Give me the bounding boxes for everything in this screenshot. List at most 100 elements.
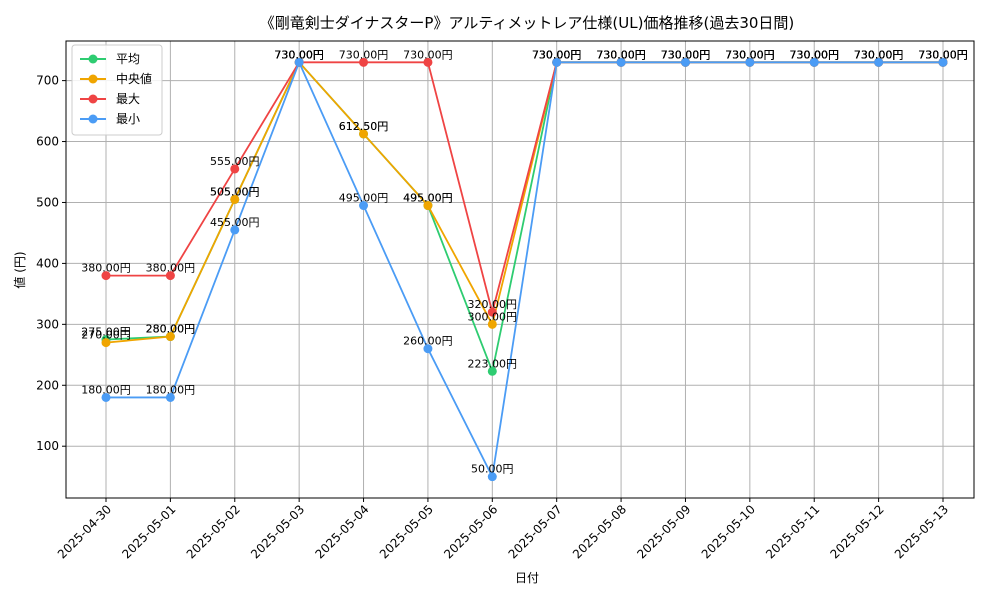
series-point: [487, 319, 497, 329]
data-label: 730.00円: [274, 48, 324, 61]
series-point: [552, 57, 562, 67]
data-label: 730.00円: [789, 48, 839, 61]
series-point: [230, 194, 240, 204]
data-label: 223.00円: [468, 357, 518, 370]
series-point: [487, 307, 497, 317]
data-label: 495.00円: [403, 192, 453, 205]
data-label: 730.00円: [918, 48, 968, 61]
data-label: 730.00円: [596, 48, 646, 61]
x-axis-label: 日付: [515, 571, 539, 585]
data-label: 275.00円: [81, 326, 131, 339]
data-label: 730.00円: [532, 48, 582, 61]
legend-box: [71, 44, 163, 136]
data-label: 730.00円: [274, 48, 324, 61]
data-label: 730.00円: [596, 48, 646, 61]
data-label: 730.00円: [725, 48, 775, 61]
series-point: [680, 57, 690, 67]
data-label: 495.00円: [403, 192, 453, 205]
legend-entry: 最大: [116, 92, 140, 106]
y-tick-label: 400: [36, 256, 59, 270]
data-label: 730.00円: [789, 48, 839, 61]
legend-entry: 平均: [116, 52, 140, 66]
data-label: 555.00円: [210, 155, 260, 168]
data-label: 320.00円: [468, 298, 518, 311]
data-label: 455.00円: [210, 216, 260, 229]
y-tick-label: 500: [36, 195, 59, 209]
data-label: 730.00円: [274, 48, 324, 61]
data-label: 730.00円: [789, 48, 839, 61]
data-label: 505.00円: [210, 185, 260, 198]
data-label: 270.00円: [81, 329, 131, 342]
data-label: 730.00円: [274, 48, 324, 61]
data-label: 730.00円: [854, 48, 904, 61]
data-label: 730.00円: [854, 48, 904, 61]
legend-marker: [88, 94, 98, 104]
series-point: [101, 338, 111, 348]
series-point: [809, 57, 819, 67]
data-label: 612.50円: [339, 120, 389, 133]
legend-marker: [88, 54, 98, 64]
data-label: 730.00円: [789, 48, 839, 61]
data-label: 730.00円: [661, 48, 711, 61]
data-label: 730.00円: [403, 48, 453, 61]
data-label: 730.00円: [725, 48, 775, 61]
series-point: [423, 344, 433, 354]
data-label: 50.00円: [471, 463, 514, 476]
series-point: [359, 129, 369, 139]
data-label: 730.00円: [532, 48, 582, 61]
data-label: 730.00円: [725, 48, 775, 61]
data-label: 730.00円: [532, 48, 582, 61]
data-label: 730.00円: [854, 48, 904, 61]
series-point: [487, 366, 497, 376]
data-label: 730.00円: [661, 48, 711, 61]
series-point: [423, 57, 433, 67]
data-label: 730.00円: [532, 48, 582, 61]
y-tick-label: 700: [36, 74, 59, 88]
data-label: 730.00円: [339, 48, 389, 61]
series-point: [745, 57, 755, 67]
plot-frame: [65, 40, 975, 499]
series-point: [359, 201, 369, 211]
y-tick-label: 200: [36, 378, 59, 392]
series-point: [101, 392, 111, 402]
series-point: [938, 57, 948, 67]
series-point: [359, 57, 369, 67]
data-label: 730.00円: [854, 48, 904, 61]
data-label: 505.00円: [210, 185, 260, 198]
data-label: 730.00円: [725, 48, 775, 61]
data-label: 730.00円: [596, 48, 646, 61]
y-tick-label: 600: [36, 135, 59, 149]
data-label-layer: 275.00円 280.00円 505.00円 730.00円 612.50円 495.0…: [81, 48, 968, 475]
series-line: [106, 59, 943, 480]
data-label: 730.00円: [918, 48, 968, 61]
data-label: 260.00円: [403, 335, 453, 348]
data-label: 730.00円: [918, 48, 968, 61]
data-label: 180.00円: [81, 383, 131, 396]
series-point: [423, 201, 433, 211]
data-label: 380.00円: [146, 262, 196, 275]
data-label: 300.00円: [468, 310, 518, 323]
data-label: 730.00円: [661, 48, 711, 61]
series-layer: [101, 57, 948, 482]
data-label: 180.00円: [146, 383, 196, 396]
series-point: [230, 164, 240, 174]
series-point: [294, 57, 304, 67]
y-axis-label: 値 (円): [12, 251, 27, 288]
data-label: 495.00円: [339, 192, 389, 205]
y-tick-label: 300: [36, 317, 59, 331]
legend-marker: [88, 74, 98, 84]
data-label: 730.00円: [596, 48, 646, 61]
series-point: [487, 472, 497, 482]
legend-entry: 最小: [116, 112, 140, 126]
series-point: [165, 332, 175, 342]
legend-entry: 中央値: [116, 71, 152, 86]
data-label: 280.00円: [146, 323, 196, 336]
data-label: 730.00円: [661, 48, 711, 61]
data-label: 612.50円: [339, 120, 389, 133]
y-tick-label: 100: [36, 439, 59, 453]
series-point: [101, 271, 111, 281]
series-point: [874, 57, 884, 67]
